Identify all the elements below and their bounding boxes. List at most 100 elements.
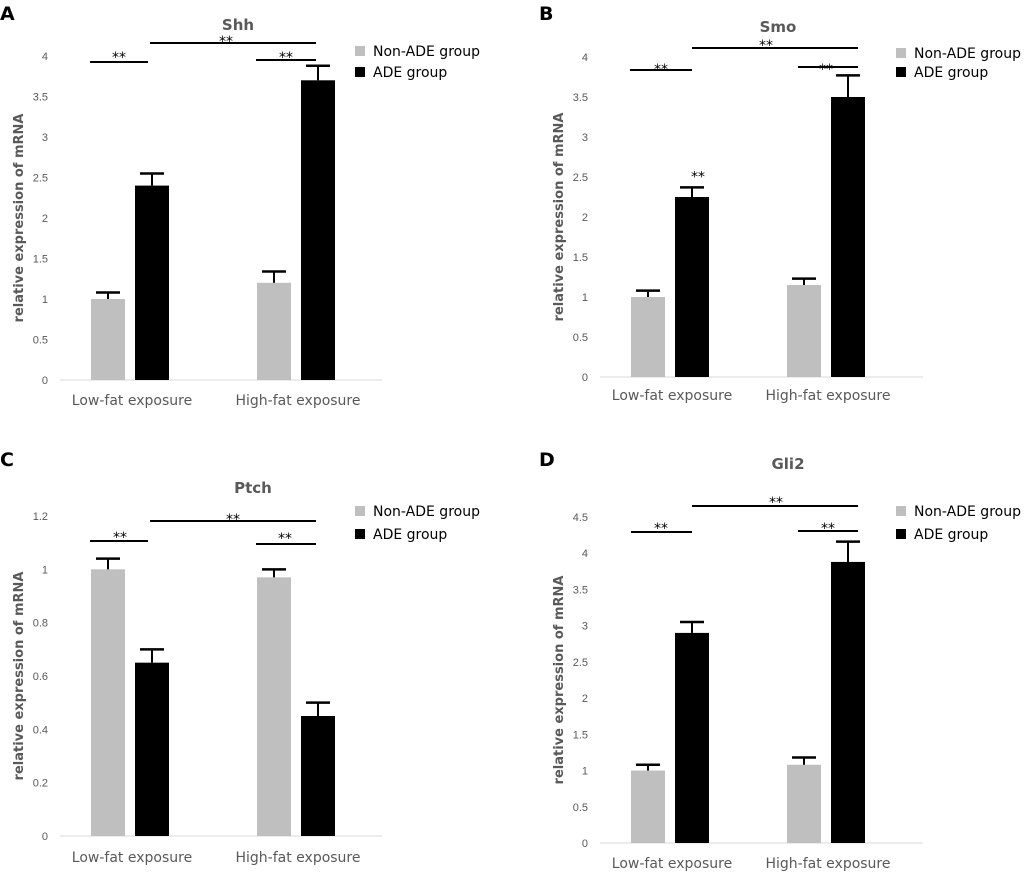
chart-title: Gli2 <box>771 455 804 473</box>
bar-non-ade-low-fat <box>91 299 125 380</box>
significance-label: ** <box>219 34 233 50</box>
significance-label: ** <box>654 62 668 78</box>
legend-label-non-ade: Non-ADE group <box>373 504 480 520</box>
panel-letter: D <box>539 449 555 471</box>
y-tick-label: 4 <box>42 51 48 63</box>
legend-label-ade: ADE group <box>373 527 447 543</box>
x-category-label: High-fat exposure <box>235 850 360 866</box>
bar-non-ade-high-fat <box>787 764 821 843</box>
y-tick-label: 4 <box>582 52 588 64</box>
significance-label: ** <box>113 530 127 546</box>
significance-label: ** <box>819 62 833 78</box>
bar-non-ade-high-fat <box>257 282 291 380</box>
y-tick-label: 3 <box>42 132 48 144</box>
y-tick-label: 4.5 <box>573 512 588 524</box>
x-category-label: Low-fat exposure <box>72 850 192 866</box>
panel-a: A Shh 0 0.5 1 1.5 2 2.5 3 3.5 4 relative expression… <box>0 3 480 409</box>
legend-swatch-ade <box>896 529 906 539</box>
panel-d: D Gli2 0 0.5 1 1.5 2 2.5 3 3.5 4 4.5 relative expres… <box>539 449 1021 872</box>
bar-ade-high-fat <box>831 97 865 377</box>
bar-non-ade-low-fat <box>631 297 665 377</box>
y-tick-label: 2.5 <box>573 172 588 184</box>
bar-non-ade-high-fat <box>257 577 291 836</box>
y-tick-label: 4 <box>582 548 588 560</box>
bar-ade-low-fat <box>675 632 709 843</box>
y-tick-label: 1 <box>582 292 588 304</box>
bar-ade-high-fat <box>301 716 335 836</box>
significance-label: ** <box>226 512 240 528</box>
legend-swatch-ade <box>355 529 365 539</box>
y-tick-label: 3.5 <box>33 92 48 104</box>
y-tick-label: 3 <box>582 132 588 144</box>
bar-non-ade-low-fat <box>91 569 125 836</box>
y-tick-label: 0.6 <box>33 671 48 683</box>
y-tick-label: 2 <box>582 212 588 224</box>
x-category-label: High-fat exposure <box>235 393 360 409</box>
legend-swatch-non-ade <box>896 48 906 58</box>
y-tick-label: 1.5 <box>573 729 588 741</box>
y-tick-label: 3 <box>582 621 588 633</box>
x-category-label: Low-fat exposure <box>612 856 732 872</box>
panel-letter: B <box>539 3 553 25</box>
y-tick-label: 0.4 <box>33 724 48 736</box>
panel-letter: A <box>0 3 15 25</box>
x-category-label: Low-fat exposure <box>612 388 732 404</box>
legend-swatch-non-ade <box>355 506 365 516</box>
y-tick-label: 1.5 <box>573 252 588 264</box>
y-axis-label: relative expression of mRNA <box>552 576 567 785</box>
legend-swatch-non-ade <box>896 506 906 516</box>
legend-label-ade: ADE group <box>914 65 988 81</box>
y-axis-label: relative expression of mRNA <box>12 572 27 781</box>
y-tick-label: 0 <box>582 372 588 384</box>
x-category-label: High-fat exposure <box>765 856 890 872</box>
y-tick-label: 0 <box>42 831 48 843</box>
bar-ade-low-fat <box>675 197 709 377</box>
y-tick-label: 1 <box>582 766 588 778</box>
legend-swatch-ade <box>896 67 906 77</box>
bar-ade-high-fat <box>831 561 865 843</box>
legend-swatch-ade <box>355 67 365 77</box>
legend-label-non-ade: Non-ADE group <box>373 44 480 60</box>
significance-label: ** <box>769 495 783 511</box>
legend-label-non-ade: Non-ADE group <box>914 504 1021 520</box>
x-category-label: Low-fat exposure <box>72 393 192 409</box>
y-tick-label: 0 <box>42 375 48 387</box>
y-tick-label: 1.2 <box>33 511 48 523</box>
significance-label: ** <box>279 50 293 66</box>
bar-ade-high-fat <box>301 80 335 381</box>
y-tick-label: 2 <box>42 213 48 225</box>
y-tick-label: 0.5 <box>33 335 48 347</box>
bar-non-ade-high-fat <box>787 285 821 377</box>
y-tick-label: 0.8 <box>33 618 48 630</box>
panel-c: C Ptch 0 0.2 0.4 0.6 0.8 1 1.2 relative expressio… <box>0 449 480 866</box>
y-tick-label: 0.2 <box>33 778 48 790</box>
bar-non-ade-low-fat <box>631 770 665 843</box>
y-axis-label: relative expression of mRNA <box>12 114 27 323</box>
legend-label-ade: ADE group <box>373 65 447 81</box>
significance-label: ** <box>821 521 835 537</box>
significance-label: ** <box>759 38 773 54</box>
y-tick-label: 0.5 <box>573 802 588 814</box>
legend-label-ade: ADE group <box>914 527 988 543</box>
x-category-label: High-fat exposure <box>765 388 890 404</box>
y-tick-label: 1 <box>42 294 48 306</box>
y-tick-label: 1.5 <box>33 254 48 266</box>
y-tick-label: 2 <box>582 693 588 705</box>
significance-label: ** <box>278 531 292 547</box>
y-tick-label: 0.5 <box>573 332 588 344</box>
chart-title: Shh <box>222 16 254 34</box>
bar-ade-low-fat <box>135 662 169 836</box>
y-tick-label: 2.5 <box>573 657 588 669</box>
panel-letter: C <box>0 449 14 471</box>
y-tick-label: 3.5 <box>573 584 588 596</box>
y-tick-label: 1 <box>42 564 48 576</box>
chart-title: Ptch <box>234 479 272 497</box>
legend-swatch-non-ade <box>355 46 365 56</box>
panel-b: B Smo 0 0.5 1 1.5 2 2.5 3 3.5 4 relative expression… <box>539 3 1021 404</box>
bar-ade-low-fat <box>135 185 169 380</box>
significance-label: ** <box>691 169 705 185</box>
y-tick-label: 2.5 <box>33 173 48 185</box>
significance-label: ** <box>654 521 668 537</box>
y-axis-label: relative expression of mRNA <box>552 113 567 322</box>
